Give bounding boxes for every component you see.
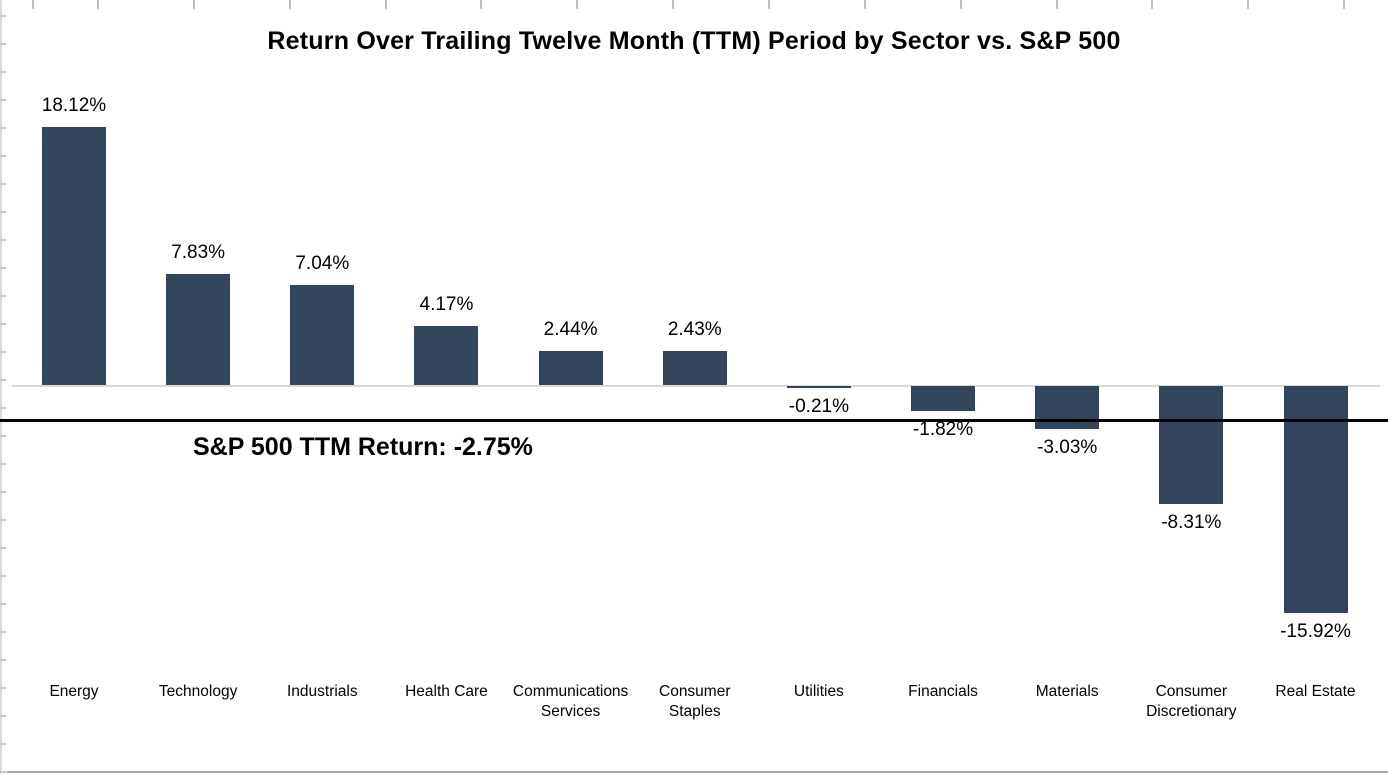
row-gridline-tick [0,659,6,661]
category-label-communications-services: Communications Services [512,683,629,720]
row-gridline-tick [0,379,6,381]
row-gridline-tick [0,547,6,549]
value-label-real-estate: -15.92% [1280,620,1351,642]
row-gridline-tick [0,211,6,213]
row-gridline-tick [0,295,6,297]
column-gridline-tick [1247,0,1249,9]
row-gridline-tick [0,155,6,157]
row-gridline-tick [0,43,6,45]
row-gridline-tick [0,351,6,353]
value-label-health-care: 4.17% [419,293,474,315]
value-label-technology: 7.83% [171,241,226,263]
row-gridline-tick [0,715,6,717]
value-label-financials: -1.82% [912,419,974,441]
row-gridline-tick [0,183,6,185]
column-gridline-tick [768,0,770,9]
bar-industrials [290,285,355,386]
category-label-health-care: Health Care [405,683,488,700]
bar-technology [166,273,231,386]
reference-line-label: S&P 500 TTM Return: -2.75% [193,433,533,461]
column-gridline-tick [1343,0,1345,9]
column-gridline-tick [289,0,291,9]
row-gridline-tick [0,71,6,73]
category-label-consumer-staples: Consumer Staples [659,683,731,720]
category-label-financials: Financials [908,683,978,700]
column-gridline-tick [576,0,578,9]
column-gridline-tick [480,0,482,9]
column-gridline-tick [864,0,866,9]
column-gridline-tick [672,0,674,9]
bar-energy [42,126,106,386]
column-gridline-tick [32,0,34,9]
row-gridline-tick [0,323,6,325]
zero-axis-line [12,384,1380,387]
column-gridline-tick [193,0,195,9]
bar-health-care [414,325,479,386]
category-label-industrials: Industrials [286,683,358,700]
bar-consumer-staples [662,350,727,386]
bar-financials [911,385,976,412]
row-gridline-tick [0,435,6,437]
bar-communications-services [538,350,603,386]
category-label-consumer-discretionary: Consumer Discretionary [1146,683,1237,720]
row-gridline-tick [0,491,6,493]
column-gridline-tick [1056,0,1058,9]
bar-materials [1035,385,1100,429]
row-gridline-tick [0,15,6,17]
column-gridline-tick [1151,0,1153,9]
row-gridline-tick [0,127,6,129]
value-label-consumer-staples: 2.43% [667,318,722,340]
value-label-industrials: 7.04% [295,253,350,275]
category-label-technology: Technology [158,683,238,700]
value-label-communications-services: 2.44% [543,318,598,340]
column-gridline-tick [960,0,962,9]
row-gridline-tick [0,267,6,269]
row-gridline-tick [0,407,6,409]
row-gridline-tick [0,631,6,633]
row-gridline-tick [0,239,6,241]
category-label-real-estate: Real Estate [1275,683,1356,700]
value-label-utilities: -0.21% [788,396,849,418]
bar-real-estate [1283,385,1348,613]
row-gridline-tick [0,99,6,101]
value-label-materials: -3.03% [1037,436,1098,458]
reference-line [0,419,1388,422]
column-gridline-tick [97,0,99,9]
row-gridline-tick [0,603,6,605]
row-gridline-tick [0,687,6,689]
spreadsheet-bottom-gridline [7,771,1388,773]
spreadsheet-left-gridline [0,0,2,774]
row-gridline-tick [0,575,6,577]
bar-utilities [786,385,851,389]
value-label-consumer-discretionary: -8.31% [1161,512,1222,534]
value-label-energy: 18.12% [41,94,107,116]
category-label-utilities: Utilities [793,683,844,700]
row-gridline-tick [0,519,6,521]
category-label-energy: Energy [49,683,99,700]
category-label-materials: Materials [1035,683,1099,700]
column-gridline-tick [385,0,387,9]
row-gridline-tick [0,771,6,773]
chart-title: Return Over Trailing Twelve Month (TTM) … [267,27,1121,55]
row-gridline-tick [0,743,6,745]
row-gridline-tick [0,463,6,465]
bar-consumer-discretionary [1159,385,1224,505]
